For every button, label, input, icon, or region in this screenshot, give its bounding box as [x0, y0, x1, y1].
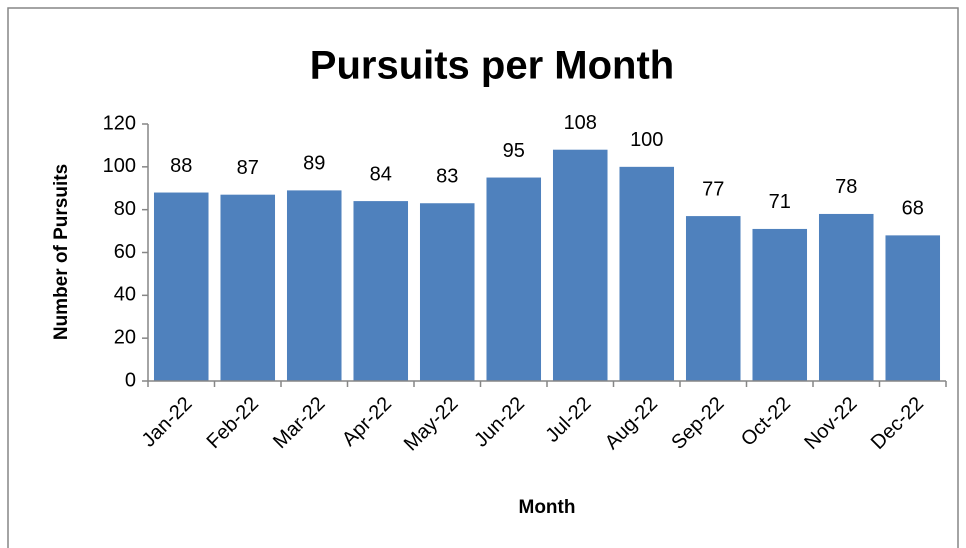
bar — [818, 213, 874, 381]
bar — [419, 203, 475, 381]
bar — [885, 235, 941, 381]
x-axis-label: Month — [519, 497, 576, 518]
data-label: 88 — [170, 155, 192, 177]
y-axis-label: Number of Pursuits — [51, 164, 72, 340]
bar — [752, 228, 808, 381]
data-label: 68 — [902, 198, 924, 220]
bar — [486, 177, 542, 381]
data-label: 87 — [237, 157, 259, 179]
data-label: 84 — [370, 163, 392, 185]
y-tick-label: 0 — [125, 369, 136, 391]
bar — [619, 166, 675, 381]
y-tick-label: 60 — [114, 241, 136, 263]
chart-border — [7, 7, 959, 548]
bar — [552, 149, 608, 381]
bar — [286, 190, 342, 381]
y-tick-label: 120 — [103, 112, 136, 134]
data-label: 77 — [702, 178, 724, 200]
data-label: 89 — [303, 153, 325, 175]
chart-title: Pursuits per Month — [310, 44, 674, 88]
y-tick-label: 20 — [114, 326, 136, 348]
bar — [353, 201, 409, 381]
y-tick-label: 100 — [103, 155, 136, 177]
bar — [685, 216, 741, 381]
y-tick-label: 40 — [114, 284, 136, 306]
data-label: 83 — [436, 166, 458, 188]
y-tick-label: 80 — [114, 198, 136, 220]
data-label: 100 — [630, 129, 663, 151]
data-label: 108 — [564, 112, 597, 134]
data-label: 71 — [769, 191, 791, 213]
bar — [153, 192, 209, 381]
data-label: 95 — [503, 140, 525, 162]
data-label: 78 — [835, 176, 857, 198]
bar — [220, 194, 276, 381]
